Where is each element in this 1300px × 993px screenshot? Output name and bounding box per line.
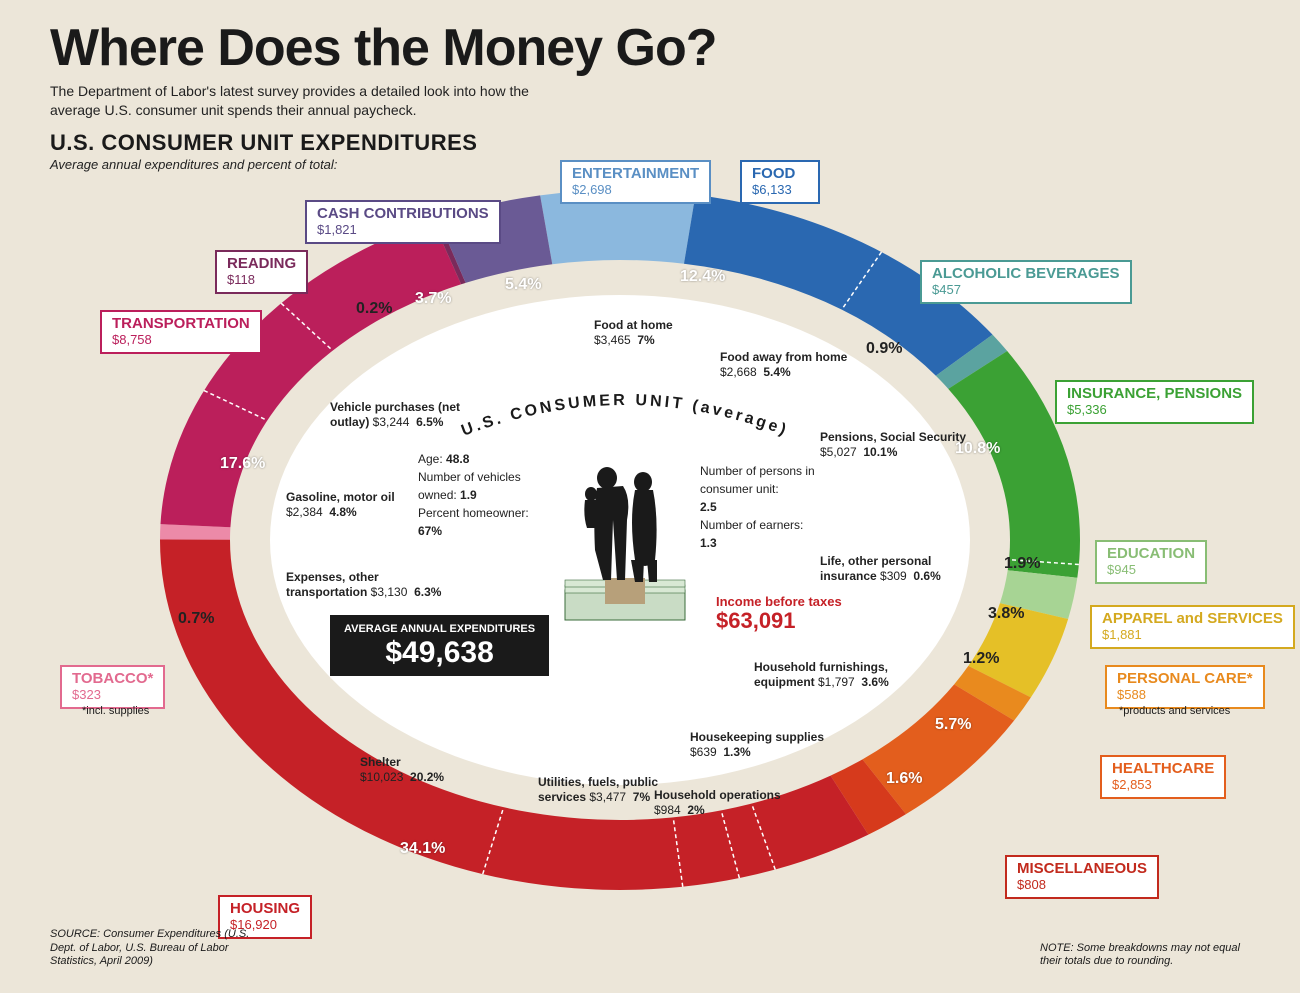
label-misc-name: MISCELLANEOUS (1017, 860, 1147, 877)
label-food-name: FOOD (752, 165, 795, 182)
label-reading: READING$118 (215, 250, 308, 294)
income-value: $63,091 (716, 609, 842, 633)
label-food-amount: $6,133 (752, 183, 808, 197)
label-transport: TRANSPORTATION$8,758 (100, 310, 262, 354)
main-title: Where Does the Money Go? (50, 18, 717, 78)
label-tobacco: TOBACCO*$323 (60, 665, 165, 709)
label-alcohol-amount: $457 (932, 283, 1120, 297)
center-stats-right: Number of persons in consumer unit:2.5Nu… (700, 462, 840, 552)
label-alcohol-name: ALCOHOLIC BEVERAGES (932, 265, 1120, 282)
sub-food-1: Food away from home$2,668 5.4% (720, 350, 880, 380)
center-stats-left: Age: 48.8Number of vehicles owned: 1.9Pe… (418, 450, 548, 540)
pct-entertainment: 5.4% (505, 276, 541, 294)
expenditure-label: AVERAGE ANNUAL EXPENDITURES (344, 623, 535, 636)
sub-food-0: Food at home$3,465 7% (594, 318, 754, 348)
label-entertainment-amount: $2,698 (572, 183, 699, 197)
label-misc-amount: $808 (1017, 878, 1147, 892)
label-apparel-name: APPAREL and SERVICES (1102, 610, 1283, 627)
pct-tobacco: 0.7% (178, 610, 214, 628)
label-insurance-amount: $5,336 (1067, 403, 1242, 417)
label-personalcare-amount: $588 (1117, 688, 1253, 702)
stat-left: Age: 48.8 (418, 450, 548, 468)
label-apparel-amount: $1,881 (1102, 628, 1283, 642)
pct-food: 12.4% (680, 268, 725, 286)
sub-housing-1: Housekeeping supplies $639 1.3% (690, 730, 850, 760)
label-entertainment: ENTERTAINMENT$2,698 (560, 160, 711, 204)
sub-housing-0: Household furnishings, equipment $1,797 … (754, 660, 914, 690)
label-cash-name: CASH CONTRIBUTIONS (317, 205, 489, 222)
sub-housing-3: Utilities, fuels, public services $3,477… (538, 775, 698, 805)
label-healthcare: HEALTHCARE$2,853 (1100, 755, 1226, 799)
label-education-amount: $945 (1107, 563, 1195, 577)
label-transport-amount: $8,758 (112, 333, 250, 347)
source-citation: SOURCE: Consumer Expenditures (U.S. Dept… (50, 928, 250, 969)
rounding-note: NOTE: Some breakdowns may not equal thei… (1040, 942, 1240, 970)
pct-personalcare: 1.2% (963, 650, 999, 668)
expenditure-box: AVERAGE ANNUAL EXPENDITURES $49,638 (330, 615, 549, 676)
sub-insurance-1: Life, other personal insurance $309 0.6% (820, 554, 980, 584)
pct-cash: 3.7% (415, 290, 451, 308)
label-education: EDUCATION$945 (1095, 540, 1207, 584)
stat-right: Number of persons in consumer unit:2.5 (700, 462, 840, 516)
stat-right: Number of earners:1.3 (700, 516, 840, 552)
label-healthcare-name: HEALTHCARE (1112, 760, 1214, 777)
pct-housing: 34.1% (400, 840, 445, 858)
label-tobacco-name: TOBACCO* (72, 670, 153, 687)
family-icon (555, 460, 695, 630)
label-alcohol: ALCOHOLIC BEVERAGES$457 (920, 260, 1132, 304)
expenditure-value: $49,638 (344, 636, 535, 670)
label-entertainment-name: ENTERTAINMENT (572, 165, 699, 182)
income-label: Income before taxes (716, 595, 842, 609)
section-heading: U.S. CONSUMER UNIT EXPENDITURES (50, 130, 477, 156)
label-food: FOOD$6,133 (740, 160, 820, 204)
label-education-name: EDUCATION (1107, 545, 1195, 562)
label-cash: CASH CONTRIBUTIONS$1,821 (305, 200, 501, 244)
income-box: Income before taxes $63,091 (716, 595, 842, 633)
label-housing-name: HOUSING (230, 900, 300, 917)
label-misc: MISCELLANEOUS$808 (1005, 855, 1159, 899)
label-healthcare-amount: $2,853 (1112, 778, 1214, 792)
pct-apparel: 3.8% (988, 605, 1024, 623)
label-tobacco-amount: $323 (72, 688, 153, 702)
label-personalcare-name: PERSONAL CARE* (1117, 670, 1253, 687)
pct-misc: 1.6% (886, 770, 922, 788)
pct-healthcare: 5.7% (935, 716, 971, 734)
pct-reading: 0.2% (356, 300, 392, 318)
footnote-tobacco: *incl. supplies (82, 705, 149, 717)
stat-left: Percent homeowner: 67% (418, 504, 548, 540)
label-insurance-name: INSURANCE, PENSIONS (1067, 385, 1242, 402)
subtitle-text: The Department of Labor's latest survey … (50, 82, 570, 120)
stat-left: Number of vehicles owned: 1.9 (418, 468, 548, 504)
footnote-personalcare: *products and services (1119, 705, 1230, 717)
label-reading-name: READING (227, 255, 296, 272)
sub-transport-0: Expenses, other transportation $3,130 6.… (286, 570, 446, 600)
sub-housing-4: Shelter$10,023 20.2% (360, 755, 520, 785)
svg-text:U.S. CONSUMER UNIT (average): U.S. CONSUMER UNIT (average) (459, 392, 791, 440)
label-insurance: INSURANCE, PENSIONS$5,336 (1055, 380, 1254, 424)
label-personalcare: PERSONAL CARE*$588 (1105, 665, 1265, 709)
label-transport-name: TRANSPORTATION (112, 315, 250, 332)
label-apparel: APPAREL and SERVICES$1,881 (1090, 605, 1295, 649)
pct-education: 1.9% (1004, 555, 1040, 573)
label-reading-amount: $118 (227, 273, 296, 287)
pct-transport: 17.6% (220, 455, 265, 473)
label-cash-amount: $1,821 (317, 223, 489, 237)
